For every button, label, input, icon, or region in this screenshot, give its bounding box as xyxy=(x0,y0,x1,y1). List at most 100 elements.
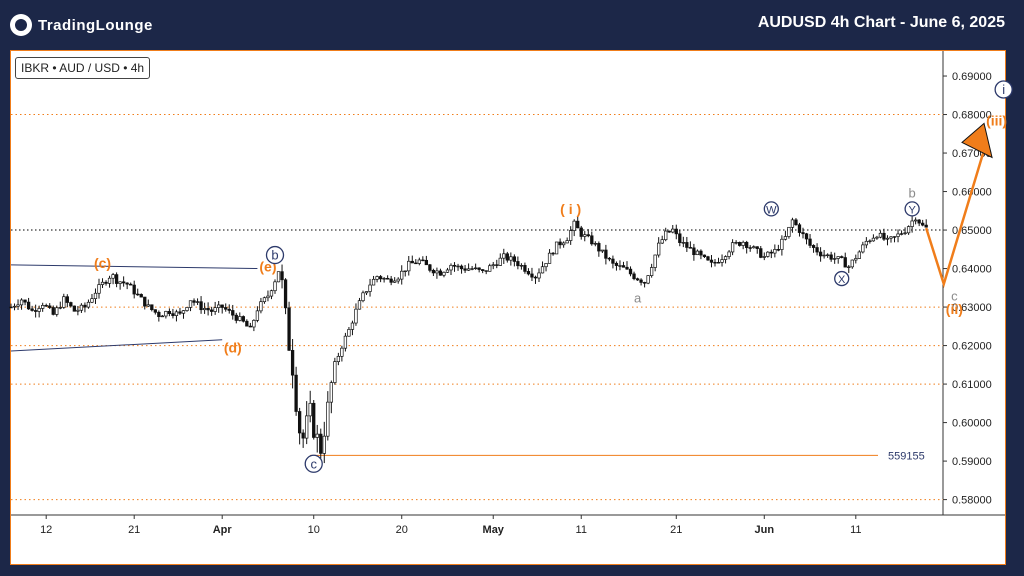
candle-body xyxy=(283,279,288,309)
wave-circle xyxy=(265,245,285,265)
candle-body xyxy=(523,265,527,272)
x-tick-label: 11 xyxy=(850,524,861,536)
candle-body xyxy=(357,300,362,310)
candle-body xyxy=(913,219,918,222)
candle-body xyxy=(924,224,928,228)
candle-body xyxy=(625,266,629,270)
x-tick-label: May xyxy=(483,524,505,536)
candle-body xyxy=(343,335,348,349)
candle-body xyxy=(896,233,900,237)
candle-body xyxy=(104,281,108,284)
candle-body xyxy=(850,259,854,268)
candle-body xyxy=(118,281,122,284)
candle-body xyxy=(600,249,605,252)
candle-body xyxy=(19,299,24,306)
candle-body xyxy=(551,252,555,255)
candle-body xyxy=(424,259,429,266)
y-tick-label: 0.69000 xyxy=(952,71,992,83)
candle-body xyxy=(593,243,597,245)
candle-body xyxy=(583,234,587,237)
candle-body xyxy=(333,361,337,383)
candle-body xyxy=(892,236,897,238)
candle-body xyxy=(290,350,295,376)
chart-title: AUDUSD 4h Chart - June 6, 2025 xyxy=(757,14,1005,31)
wave-label: c xyxy=(951,289,958,304)
candle-body xyxy=(639,279,643,283)
projection-path xyxy=(925,143,988,289)
wave-label: b xyxy=(909,185,916,200)
candle-body xyxy=(917,219,921,224)
candle-body xyxy=(93,292,98,299)
candle-body xyxy=(685,242,689,248)
candle-body xyxy=(833,258,837,260)
candle-body xyxy=(417,259,421,264)
candle-body xyxy=(512,256,517,262)
candle-body xyxy=(611,258,615,264)
y-tick-label: 0.59000 xyxy=(952,456,992,468)
candle-body xyxy=(748,247,752,249)
candle-body xyxy=(470,268,474,270)
candle-body xyxy=(537,272,541,279)
candle-body xyxy=(720,259,724,263)
candle-body xyxy=(868,240,872,243)
candle-body xyxy=(653,254,657,268)
candle-body xyxy=(671,228,675,233)
candle-body xyxy=(790,219,795,228)
candle-body xyxy=(347,329,351,337)
candle-body xyxy=(678,233,682,243)
candle-body xyxy=(442,271,446,276)
y-tick-label: 0.62000 xyxy=(952,341,992,353)
trend-line xyxy=(11,339,223,352)
candle-body xyxy=(421,259,425,262)
candle-body xyxy=(481,269,485,271)
candle-body xyxy=(407,260,411,272)
candle-body xyxy=(794,219,798,226)
candle-body xyxy=(745,241,749,248)
candle-body xyxy=(238,316,242,321)
candle-body xyxy=(572,220,576,231)
candle-body xyxy=(48,305,52,308)
candle-body xyxy=(269,290,274,297)
candle-body xyxy=(185,307,189,311)
candle-body xyxy=(801,232,805,235)
candle-body xyxy=(836,256,840,259)
candle-body xyxy=(674,228,678,235)
candle-body xyxy=(477,267,481,270)
candle-body xyxy=(667,230,671,233)
candle-body xyxy=(569,230,573,241)
candle-body xyxy=(561,242,566,246)
candle-body xyxy=(178,311,182,314)
candle-body xyxy=(783,236,788,240)
candle-body xyxy=(840,256,844,258)
y-tick-label: 0.61000 xyxy=(952,379,992,391)
candle-body xyxy=(305,415,309,439)
candle-body xyxy=(463,268,467,271)
candle-body xyxy=(871,237,876,242)
candle-body xyxy=(910,220,914,227)
candle-body xyxy=(621,265,626,268)
wave-label: i xyxy=(1002,82,1005,97)
candle-body xyxy=(632,273,636,280)
candle-body xyxy=(280,271,284,281)
candle-body xyxy=(695,250,700,256)
candle-body xyxy=(488,265,492,272)
candle-body xyxy=(590,235,594,245)
candle-body xyxy=(23,299,27,303)
candle-body xyxy=(565,240,569,244)
candle-body xyxy=(554,241,559,255)
candle-body xyxy=(51,307,55,315)
wave-label: X xyxy=(838,274,846,286)
candle-body xyxy=(854,258,858,261)
x-tick-label: 10 xyxy=(308,524,320,536)
candle-body xyxy=(899,233,904,235)
candle-body xyxy=(558,241,562,246)
x-tick-label: 20 xyxy=(396,524,408,536)
candle-body xyxy=(287,307,291,351)
candle-body xyxy=(329,382,333,403)
candle-body xyxy=(825,254,830,257)
wave-circle xyxy=(904,201,920,217)
candle-body xyxy=(350,322,355,330)
candle-body xyxy=(97,284,101,294)
candle-body xyxy=(699,250,703,256)
